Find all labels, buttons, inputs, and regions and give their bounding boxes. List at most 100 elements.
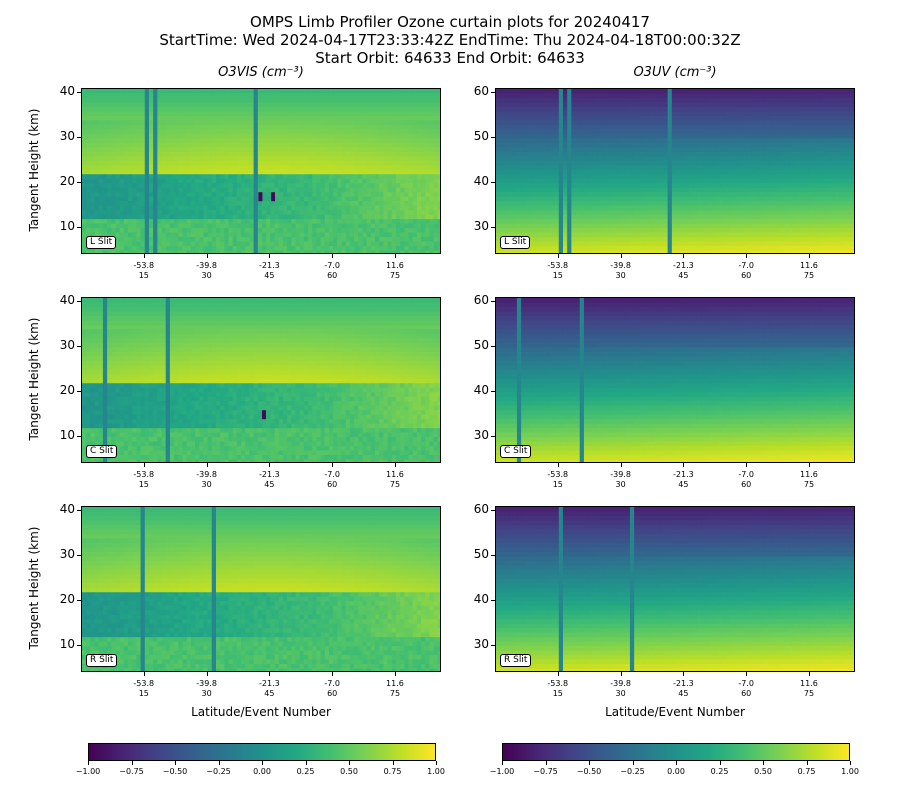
x-tick-mark	[332, 463, 334, 467]
x-tick-mark	[332, 672, 334, 676]
x-tick-label: -7.0 60	[324, 470, 340, 489]
x-tick-mark	[683, 254, 685, 258]
x-tick-mark	[394, 672, 396, 676]
y-tick-label: 40	[59, 502, 75, 517]
x-tick-mark	[394, 254, 396, 258]
y-tick-label: 10	[59, 428, 75, 443]
o3uv-column-title: O3UV (cm⁻³)	[633, 65, 717, 80]
x-tick-mark	[332, 254, 334, 258]
x-tick-label: -53.8 15	[547, 261, 569, 280]
slit-label: C Slit	[86, 445, 118, 458]
y-tick-label: 40	[59, 293, 75, 308]
y-axis-label: Tangent Height (km)	[27, 108, 41, 232]
x-tick-label: -53.8 15	[133, 261, 155, 280]
colorbar-tick-label: −1.00	[489, 767, 515, 776]
x-tick-label: -21.3 45	[673, 261, 694, 280]
x-tick-mark	[206, 463, 208, 467]
y-tick-mark	[491, 92, 495, 94]
y-axis-label: Tangent Height (km)	[27, 317, 41, 441]
bad-event-stripe	[165, 298, 170, 462]
x-tick-label: 11.6 75	[386, 679, 404, 698]
slit-label: L Slit	[86, 236, 117, 249]
colorbar-tick-label: 0.50	[754, 767, 772, 776]
colorbar-tick-mark	[676, 761, 677, 765]
colorbar-tick-label: −0.50	[576, 767, 602, 776]
colorbar-tick-mark	[545, 761, 547, 765]
y-tick-mark	[491, 436, 495, 438]
x-tick-mark	[620, 254, 622, 258]
colorbar-tick-label: 0.75	[797, 767, 816, 776]
bad-event-stripe	[629, 507, 635, 671]
colorbar-tick-mark	[850, 761, 851, 765]
x-tick-label: -39.8 30	[196, 679, 217, 698]
y-tick-mark	[77, 301, 81, 303]
colorbar-o3uv	[502, 743, 850, 761]
y-tick-label: 40	[473, 592, 489, 607]
slit-label: R Slit	[86, 654, 118, 667]
y-tick-label: 20	[59, 174, 75, 189]
y-tick-label: 40	[59, 84, 75, 99]
colorbar-tick-mark	[218, 761, 220, 765]
colorbar-tick-mark	[175, 761, 176, 765]
y-tick-label: 30	[59, 338, 75, 353]
x-tick-mark	[269, 672, 271, 676]
x-tick-mark	[808, 672, 810, 676]
x-axis-label-left: Latitude/Event Number	[191, 705, 331, 719]
colorbar-tick-label: −0.25	[620, 767, 645, 776]
y-tick-label: 60	[473, 84, 489, 99]
x-tick-label: -53.8 15	[547, 470, 569, 489]
colorbar-tick-mark	[806, 761, 808, 765]
colorbar-tick-label: 0.50	[340, 767, 358, 776]
colorbar-tick-mark	[763, 761, 764, 765]
colorbar-tick-label: 1.00	[427, 767, 445, 776]
x-tick-label: -39.8 30	[610, 470, 631, 489]
y-tick-mark	[491, 346, 495, 348]
x-tick-label: -7.0 60	[738, 679, 754, 698]
x-tick-label: -7.0 60	[738, 470, 754, 489]
x-tick-mark	[206, 672, 208, 676]
x-tick-mark	[269, 463, 271, 467]
colorbar-tick-label: −0.75	[119, 767, 144, 776]
y-tick-mark	[77, 391, 81, 393]
x-tick-label: -53.8 15	[133, 679, 155, 698]
x-tick-mark	[808, 254, 810, 258]
figure-title-line2: StartTime: Wed 2024-04-17T23:33:42Z EndT…	[159, 31, 741, 49]
colorbar-tick-label: 0.00	[667, 767, 685, 776]
o3vis-heatmap-c	[81, 297, 441, 463]
y-tick-mark	[77, 645, 81, 647]
o3uv-heatmap-r	[495, 506, 855, 672]
x-tick-label: -39.8 30	[196, 470, 217, 489]
x-tick-label: -53.8 15	[547, 679, 569, 698]
x-tick-label: -53.8 15	[133, 470, 155, 489]
x-tick-label: -39.8 30	[196, 261, 217, 280]
x-tick-label: 11.6 75	[386, 470, 404, 489]
colorbar-tick-label: 0.25	[296, 767, 315, 776]
y-tick-label: 20	[59, 383, 75, 398]
bad-event-stripe	[516, 298, 522, 462]
bad-event-stripe	[567, 89, 572, 253]
y-tick-label: 30	[473, 219, 489, 234]
y-tick-mark	[77, 510, 81, 512]
slit-label: R Slit	[500, 654, 532, 667]
slit-label: L Slit	[500, 236, 531, 249]
x-tick-label: 11.6 75	[800, 679, 818, 698]
bad-event-stripe	[211, 507, 216, 671]
x-tick-label: -7.0 60	[324, 261, 340, 280]
colorbar-tick-label: 1.00	[841, 767, 859, 776]
x-tick-label: -7.0 60	[324, 679, 340, 698]
y-tick-mark	[77, 182, 81, 184]
x-tick-mark	[746, 254, 748, 258]
y-tick-mark	[491, 391, 495, 393]
x-tick-label: -7.0 60	[738, 261, 754, 280]
y-tick-mark	[77, 137, 81, 139]
x-tick-mark	[394, 463, 396, 467]
x-tick-mark	[206, 254, 208, 258]
y-tick-label: 10	[59, 637, 75, 652]
y-tick-mark	[491, 227, 495, 229]
bad-event-stripe	[579, 298, 584, 462]
colorbar-tick-mark	[589, 761, 590, 765]
x-tick-mark	[143, 463, 145, 467]
colorbar-tick-label: −0.25	[206, 767, 231, 776]
slit-label: C Slit	[500, 445, 532, 458]
y-tick-label: 30	[473, 428, 489, 443]
